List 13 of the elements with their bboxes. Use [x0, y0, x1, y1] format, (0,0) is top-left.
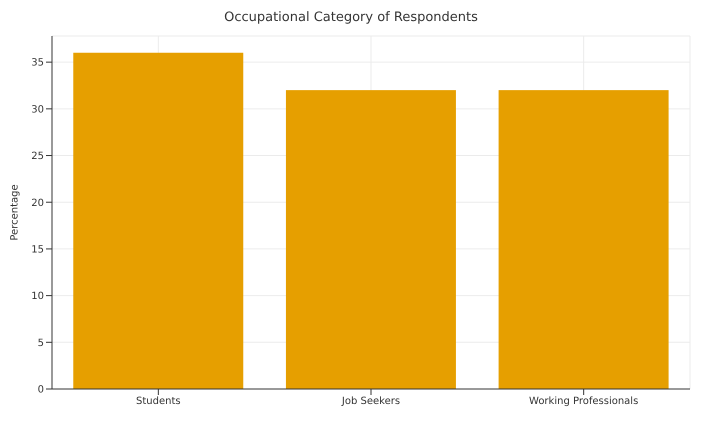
x-tick-label: Working Professionals	[529, 396, 638, 408]
chart-title: Occupational Category of Respondents	[223, 9, 479, 27]
y-tick-label: 25	[31, 151, 44, 162]
y-tick-label: 5	[38, 338, 44, 349]
y-tick-label: 20	[31, 198, 44, 209]
y-tick-label: 30	[31, 104, 44, 116]
y-tick-label: 15	[31, 244, 44, 256]
x-tick-label: Job Seekers	[340, 396, 400, 408]
x-tick-label: Students	[136, 396, 181, 408]
y-tick-label: 10	[31, 291, 44, 302]
y-tick-label: 35	[31, 58, 44, 69]
y-axis-title: Percentage	[10, 184, 21, 241]
y-tick-label: 0	[38, 384, 44, 396]
